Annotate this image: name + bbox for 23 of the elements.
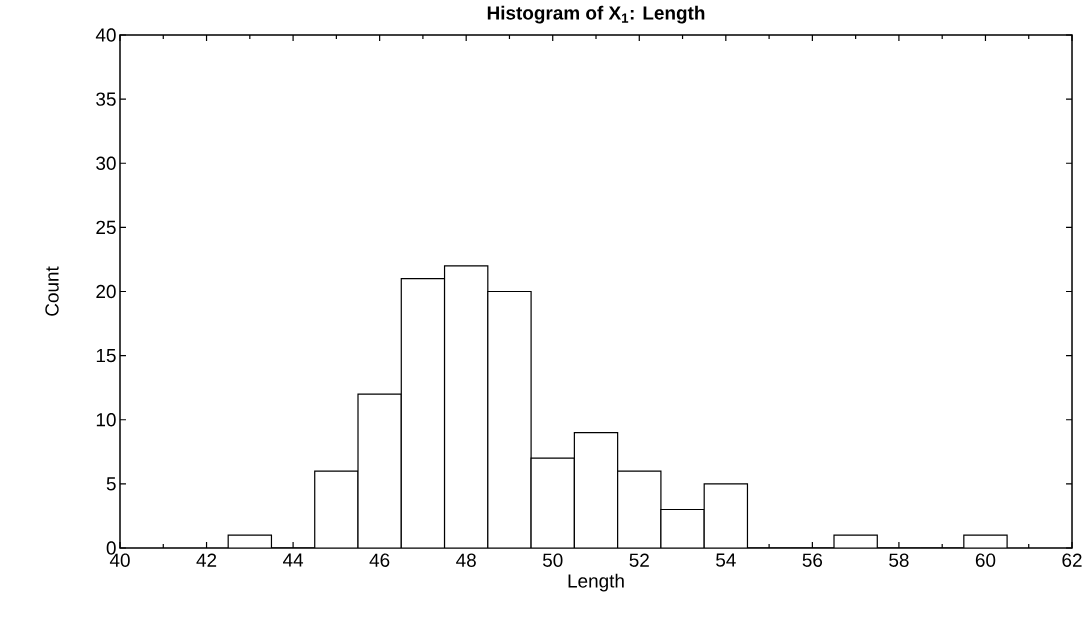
x-tick-label: 52 [629, 553, 649, 567]
y-tick-label: 20 [96, 284, 116, 299]
y-tick-label: 30 [96, 156, 116, 170]
x-axis-title: Length [568, 573, 624, 592]
x-tick-label: 50 [542, 553, 563, 567]
y-tick-label: 40 [95, 28, 116, 42]
x-tick-label: 42 [196, 553, 217, 567]
x-tick-label: 46 [369, 553, 390, 567]
x-tick-label: 60 [975, 553, 996, 567]
y-tick-label: 35 [96, 92, 116, 106]
x-tick-label: 54 [716, 553, 736, 567]
y-axis-title: Count [45, 266, 59, 316]
chart-title: Histogram of X$_{1}$: Length [487, 5, 705, 24]
y-tick-label: 5 [106, 477, 116, 491]
x-tick-label: 56 [802, 553, 823, 567]
y-tick-label: 0 [106, 541, 116, 555]
x-tick-label: 48 [456, 553, 476, 567]
y-tick-label: 10 [96, 413, 116, 427]
y-tick-label: 25 [96, 220, 116, 235]
x-tick-label: 62 [1062, 553, 1082, 567]
x-tick-label: 58 [889, 553, 909, 567]
y-tick-label: 15 [96, 349, 116, 363]
x-tick-label: 44 [283, 553, 304, 567]
